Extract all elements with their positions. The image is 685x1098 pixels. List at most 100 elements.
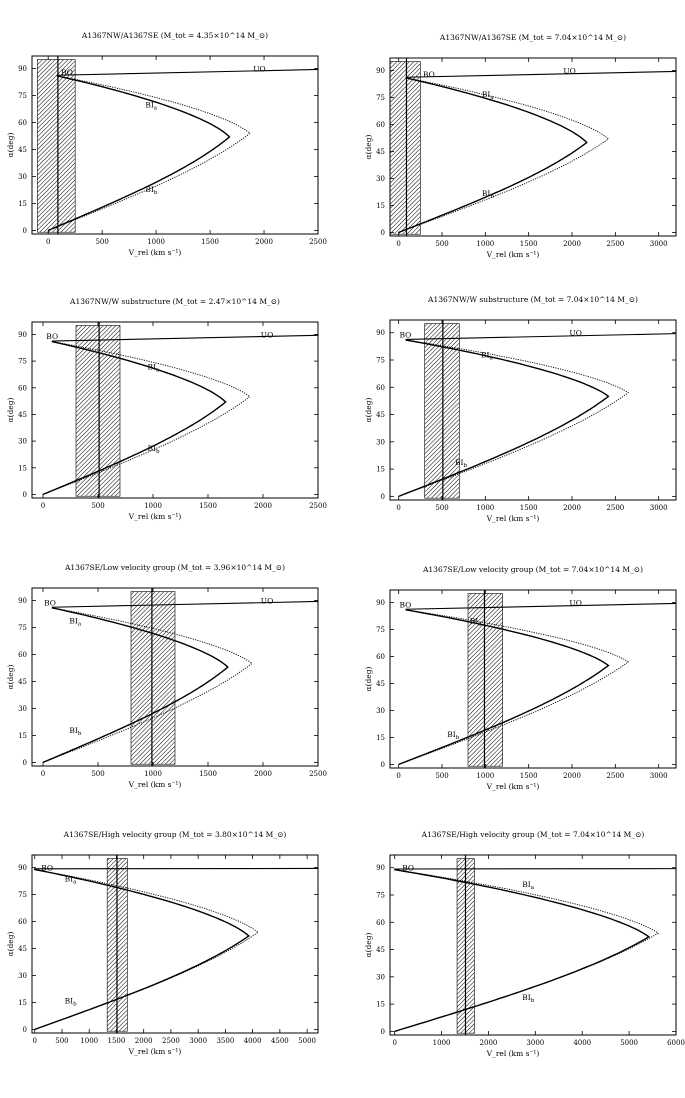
y-tick-label: 60 bbox=[376, 384, 385, 392]
x-tick-label: 2500 bbox=[606, 772, 624, 780]
chart-title: A1367SE/High velocity group (M_tot = 7.0… bbox=[421, 830, 645, 839]
x-tick-label: 500 bbox=[435, 240, 448, 248]
x-tick-label: 2500 bbox=[606, 504, 624, 512]
y-tick-label: 60 bbox=[376, 919, 385, 927]
y-tick-label: 60 bbox=[18, 651, 27, 659]
y-tick-label: 0 bbox=[381, 1028, 385, 1036]
y-tick-label: 90 bbox=[376, 329, 385, 337]
label-bo: BO bbox=[402, 864, 414, 873]
y-tick-label: 60 bbox=[18, 119, 27, 127]
y-tick-label: 15 bbox=[376, 734, 385, 742]
uo-line bbox=[405, 70, 676, 78]
series-solid-curve bbox=[394, 868, 651, 1033]
x-tick-label: 3000 bbox=[650, 240, 668, 248]
x-axis-label: V_rel (km s⁻¹) bbox=[486, 1049, 540, 1058]
y-tick-label: 30 bbox=[18, 705, 27, 713]
x-axis-label: V_rel (km s⁻¹) bbox=[128, 1047, 182, 1056]
hatched-band bbox=[75, 325, 121, 497]
x-tick-label: 500 bbox=[91, 770, 104, 778]
label-bib: BIb bbox=[522, 993, 534, 1004]
label-bo: BO bbox=[46, 332, 58, 341]
label-bib: BIb bbox=[455, 458, 467, 469]
label-bo: BO bbox=[44, 598, 56, 607]
y-tick-label: 0 bbox=[381, 493, 385, 501]
x-axis-label: V_rel (km s⁻¹) bbox=[486, 514, 540, 523]
y-tick-label: 75 bbox=[376, 626, 385, 634]
y-tick-label: 60 bbox=[376, 653, 385, 661]
x-tick-label: 2500 bbox=[309, 502, 327, 510]
plot-area bbox=[398, 590, 676, 768]
x-axis-label: V_rel (km s⁻¹) bbox=[486, 782, 540, 791]
series-dotted-curve bbox=[34, 868, 259, 1030]
x-tick-label: 500 bbox=[435, 504, 448, 512]
y-tick-label: 30 bbox=[18, 173, 27, 181]
x-tick-label: 4000 bbox=[244, 1037, 262, 1045]
plot-frame bbox=[389, 319, 677, 501]
series-dotted-curve bbox=[42, 607, 253, 763]
x-tick-label: 3500 bbox=[216, 1037, 234, 1045]
x-axis-label: V_rel (km s⁻¹) bbox=[128, 248, 182, 257]
y-tick-label: 45 bbox=[376, 946, 385, 954]
y-axis-label: α(deg) bbox=[6, 132, 15, 157]
y-axis-label: α(deg) bbox=[364, 666, 373, 691]
plot-area bbox=[42, 588, 318, 766]
hatched-band bbox=[390, 61, 421, 235]
x-tick-label: 0 bbox=[46, 238, 50, 246]
series-dotted-curve bbox=[48, 75, 251, 231]
x-tick-label: 1500 bbox=[199, 770, 217, 778]
x-tick-label: 2000 bbox=[255, 238, 273, 246]
x-axis-label: V_rel (km s⁻¹) bbox=[486, 250, 540, 259]
x-tick-label: 0 bbox=[41, 770, 45, 778]
x-tick-label: 1000 bbox=[476, 504, 494, 512]
y-tick-label: 15 bbox=[376, 1001, 385, 1009]
x-tick-label: 2000 bbox=[563, 772, 581, 780]
x-tick-label: 0 bbox=[396, 504, 400, 512]
y-tick-label: 30 bbox=[376, 438, 385, 446]
label-bo: BO bbox=[423, 70, 435, 79]
y-axis-label: α(deg) bbox=[6, 397, 15, 422]
x-tick-label: 0 bbox=[32, 1037, 36, 1045]
x-tick-label: 1500 bbox=[201, 238, 219, 246]
x-tick-label: 1500 bbox=[520, 504, 538, 512]
y-tick-label: 45 bbox=[376, 148, 385, 156]
x-tick-label: 3000 bbox=[189, 1037, 207, 1045]
x-axis-label: V_rel (km s⁻¹) bbox=[128, 780, 182, 789]
x-tick-label: 1000 bbox=[80, 1037, 98, 1045]
y-tick-label: 15 bbox=[18, 200, 27, 208]
y-tick-label: 90 bbox=[18, 65, 27, 73]
y-tick-label: 90 bbox=[18, 597, 27, 605]
uo-line bbox=[405, 602, 676, 610]
uo-line bbox=[51, 600, 318, 608]
chart-title: A1367SE/High velocity group (M_tot = 3.8… bbox=[63, 830, 287, 839]
y-tick-label: 0 bbox=[23, 1026, 27, 1034]
y-tick-label: 0 bbox=[23, 759, 27, 767]
y-tick-label: 75 bbox=[18, 358, 27, 366]
x-tick-label: 1000 bbox=[476, 240, 494, 248]
y-tick-label: 60 bbox=[18, 918, 27, 926]
label-bia: BIa bbox=[69, 616, 81, 627]
y-tick-label: 75 bbox=[376, 94, 385, 102]
x-tick-label: 1000 bbox=[147, 238, 165, 246]
label-bia: BIa bbox=[148, 362, 160, 373]
label-bia: BIa bbox=[522, 880, 534, 891]
series-solid-curve bbox=[42, 340, 227, 496]
y-axis-label: α(deg) bbox=[364, 932, 373, 957]
x-tick-label: 0 bbox=[396, 772, 400, 780]
y-tick-label: 30 bbox=[18, 972, 27, 980]
y-tick-label: 45 bbox=[18, 411, 27, 419]
series-dotted-curve bbox=[42, 341, 251, 495]
y-tick-label: 75 bbox=[18, 624, 27, 632]
y-tick-label: 0 bbox=[381, 229, 385, 237]
y-tick-label: 15 bbox=[18, 464, 27, 472]
chart-title: A1367NW/A1367SE (M_tot = 7.04×10^14 M_⊙) bbox=[439, 33, 626, 42]
y-tick-label: 30 bbox=[18, 438, 27, 446]
label-uo: UO bbox=[569, 329, 581, 338]
x-tick-label: 2500 bbox=[162, 1037, 180, 1045]
uo-line bbox=[56, 68, 318, 76]
x-tick-label: 2000 bbox=[135, 1037, 153, 1045]
hatched-band bbox=[37, 59, 76, 233]
chart-panel-4: A1367NW/W substructure (M_tot = 7.04×10^… bbox=[364, 295, 677, 523]
chart-panel-6: A1367SE/Low velocity group (M_tot = 7.04… bbox=[364, 565, 677, 791]
chart-panel-3: A1367NW/W substructure (M_tot = 2.47×10^… bbox=[6, 297, 327, 521]
